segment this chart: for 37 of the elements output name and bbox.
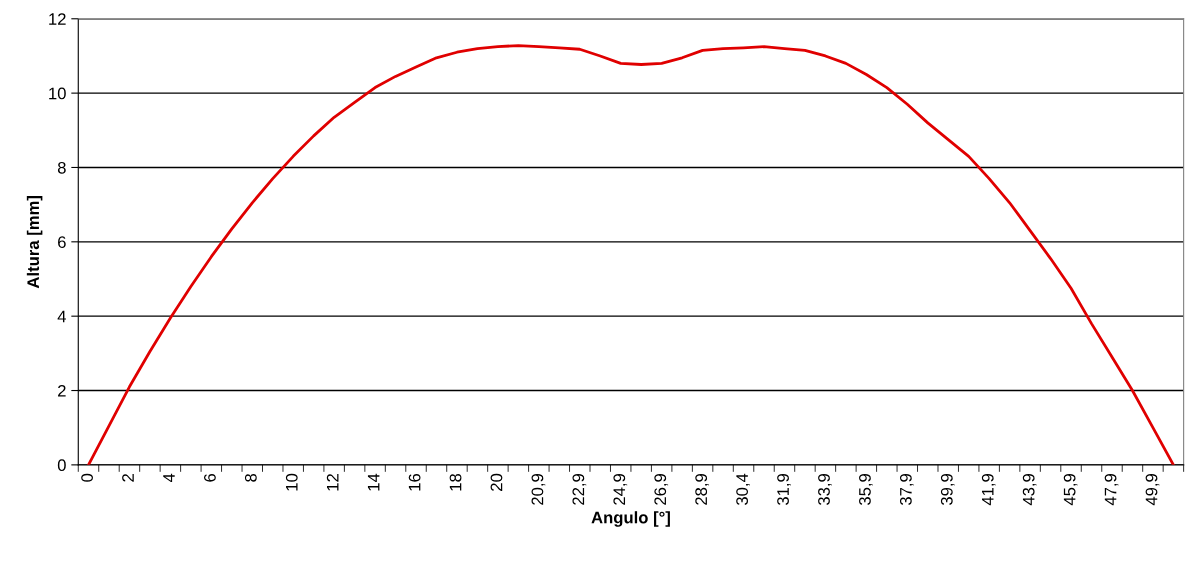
y-tick-label: 10 <box>49 87 66 100</box>
y-axis-title: Altura [mm] <box>26 196 43 289</box>
x-tick-label: 2 <box>122 474 134 482</box>
x-tick-label: 8 <box>244 473 257 482</box>
x-tick-label: 0 <box>81 473 93 482</box>
x-axis-title: Angulo [°] <box>591 511 670 527</box>
x-tick-label: 20,9 <box>531 473 546 505</box>
x-tick-label: 10 <box>285 473 298 491</box>
x-tick-label: 4 <box>163 473 175 483</box>
x-tick-label: 28,9 <box>695 473 710 505</box>
x-tick-label: 18 <box>449 473 462 491</box>
y-tick-label: 6 <box>58 236 66 249</box>
x-tick-label: 20 <box>490 473 503 491</box>
x-tick-label: 6 <box>204 473 216 482</box>
x-tick-label: 33,9 <box>818 473 832 506</box>
x-tick-label: 24,9 <box>613 473 628 505</box>
x-tick-label: 41,9 <box>981 473 996 506</box>
x-tick-label: 16 <box>408 473 421 491</box>
x-tick-label: 26,9 <box>654 473 669 505</box>
x-tick-label: 31,9 <box>777 473 791 506</box>
x-tick-label: 35,9 <box>859 473 873 506</box>
x-tick-label: 49,9 <box>1145 473 1160 506</box>
y-tick-label: 8 <box>57 161 66 174</box>
line-series <box>87 44 1175 465</box>
x-tick-label: 39,9 <box>940 473 955 506</box>
x-tick-label: 12 <box>326 474 339 491</box>
x-tick-label: 22,9 <box>572 473 587 505</box>
y-tick-label: 0 <box>57 459 66 472</box>
x-tick-label: 43,9 <box>1022 473 1037 506</box>
x-tick-label: 45,9 <box>1063 473 1078 506</box>
y-tick-label: 12 <box>49 13 66 25</box>
y-tick-label: 4 <box>57 310 66 323</box>
x-tick-label: 30,4 <box>736 473 750 506</box>
x-tick-label: 47,9 <box>1104 473 1119 506</box>
x-tick-label: 37,9 <box>899 473 914 506</box>
y-tick-label: 2 <box>58 384 66 397</box>
x-tick-label: 14 <box>367 473 380 491</box>
